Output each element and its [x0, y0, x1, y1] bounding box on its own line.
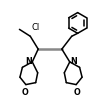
Text: Cl: Cl: [32, 23, 40, 32]
Text: N: N: [70, 57, 77, 66]
Text: N: N: [25, 57, 32, 66]
Text: O: O: [21, 88, 28, 97]
Text: O: O: [74, 88, 81, 97]
